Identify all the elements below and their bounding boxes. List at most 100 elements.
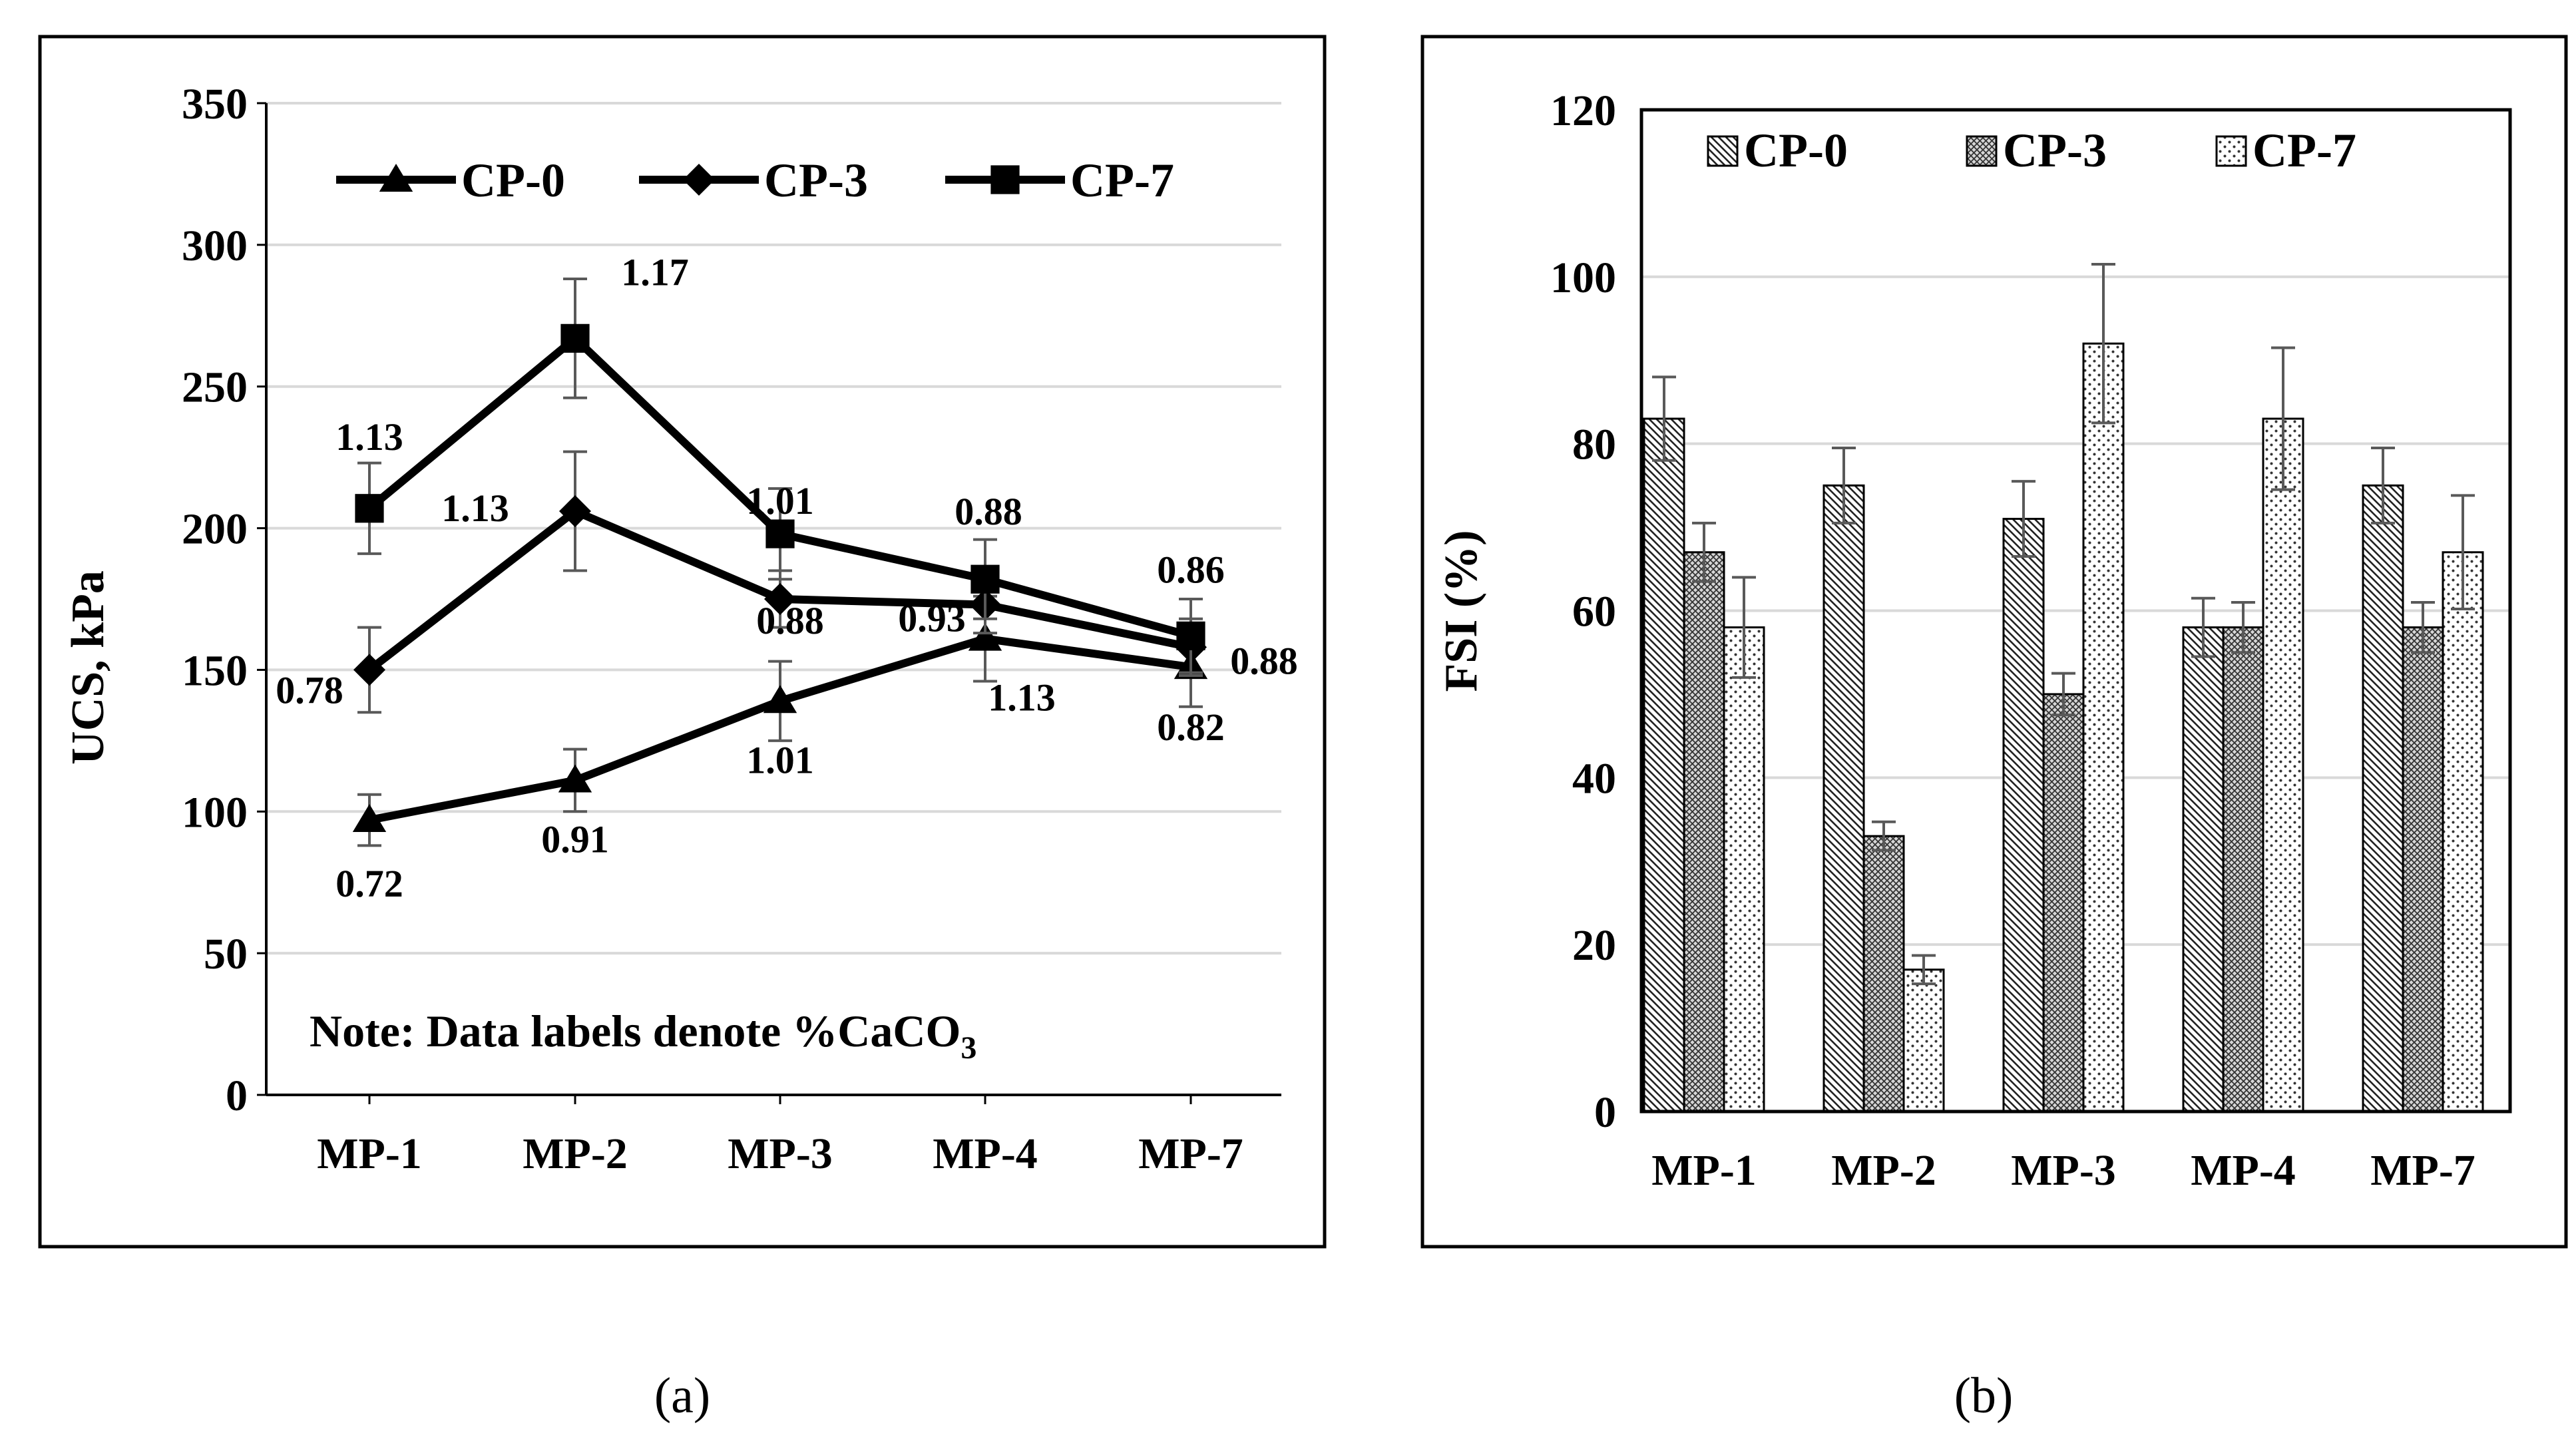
b-legend-item-cp-7: CP-7 [2215, 124, 2356, 177]
b-y-tick-label: 120 [1550, 87, 1616, 135]
panel-a-gridlines [266, 102, 1281, 955]
b-bar-cp-7 [1902, 968, 1945, 1113]
a-data-label-cp-7: 1.13 [335, 415, 403, 459]
b-series-cp-3 [1683, 521, 2444, 1113]
a-data-label-cp-0: 1.01 [746, 738, 814, 781]
a-x-tick-label: MP-1 [317, 1130, 422, 1178]
a-data-label-cp-7: 1.01 [746, 479, 814, 522]
a-point-cp-3 [764, 583, 796, 615]
a-y-tick-label: 50 [204, 930, 248, 978]
a-x-tick-label: MP-2 [523, 1130, 628, 1178]
panel-a-ucs-chart: 0 50 100 150 200 250 300 350 MP-1 MP-2 MP-3 MP-4 MP-… [38, 35, 1327, 1424]
b-x-tick-label: MP-1 [1651, 1146, 1757, 1195]
panel-b-y-axis-title: FSI (%) [1436, 530, 1487, 692]
a-legend-marker [683, 164, 715, 196]
a-data-label-cp-3: 0.78 [276, 668, 343, 712]
a-point-cp-7 [1176, 621, 1205, 650]
b-series-cp-7 [1723, 263, 2484, 1113]
panel-a-y-axis-title: UCS, kPa [63, 570, 114, 765]
panel-b-bars [1643, 263, 2484, 1113]
a-data-label-cp-7: 0.88 [955, 490, 1022, 533]
a-point-cp-0 [558, 764, 592, 793]
a-data-label-cp-0: 0.72 [335, 862, 403, 905]
b-bar-cp-7 [2082, 342, 2125, 1113]
note-subscript: 3 [961, 1030, 976, 1066]
b-legend-swatch [1707, 135, 1739, 167]
b-x-tick-label: MP-3 [2011, 1146, 2116, 1195]
a-data-label-cp-0: 0.91 [541, 817, 609, 861]
b-bar-cp-3 [2402, 626, 2444, 1113]
b-legend-swatch [1966, 135, 1998, 167]
a-legend-label: CP-3 [764, 154, 868, 207]
a-point-cp-7 [560, 323, 590, 353]
b-legend-label: CP-3 [2003, 124, 2107, 177]
panel-a-data-labels: 0.72 0.91 1.01 1.13 0.82 0.78 1.13 0.88 0.93 0.88… [276, 250, 1298, 905]
b-legend-item-cp-0: CP-0 [1707, 124, 1848, 177]
b-plot-border [1639, 108, 2512, 1114]
b-bar-cp-0 [1823, 484, 1865, 1113]
a-legend-label: CP-7 [1070, 154, 1174, 207]
a-x-tick-label: MP-7 [1138, 1130, 1243, 1178]
b-bar-cp-3 [2042, 693, 2085, 1113]
b-bar-cp-0 [2362, 484, 2404, 1113]
a-data-label-cp-3: 0.88 [1230, 639, 1298, 682]
a-point-cp-7 [765, 519, 795, 548]
a-y-tick-label: 300 [182, 222, 248, 270]
b-bar-cp-3 [1862, 835, 1905, 1113]
b-x-tick-label: MP-2 [1831, 1146, 1936, 1195]
a-point-cp-3 [559, 495, 591, 528]
panel-b-caption: (b) [1954, 1368, 2014, 1424]
a-point-cp-0 [352, 804, 387, 833]
b-bar-cp-3 [2222, 626, 2264, 1113]
b-bar-cp-3 [1683, 551, 1725, 1113]
b-y-tick-label: 40 [1572, 754, 1616, 803]
a-y-tick-label: 250 [182, 363, 248, 412]
panel-b-frame [1420, 35, 2568, 1249]
b-bar-cp-0 [2002, 518, 2045, 1113]
a-legend-marker [990, 165, 1020, 194]
b-legend-label: CP-0 [1744, 124, 1848, 177]
b-y-tick-label: 0 [1594, 1088, 1616, 1137]
a-y-tick-label: 100 [182, 788, 248, 837]
a-y-tick-label: 200 [182, 505, 248, 554]
a-data-label-cp-3: 1.13 [441, 487, 509, 530]
panel-b-fsi-chart: 0 20 40 60 80 100 120 MP-1 MP-2 MP-3 MP-4 MP-7 FSI … [1420, 35, 2568, 1424]
b-bar-cp-7 [2442, 551, 2484, 1113]
a-point-cp-0 [763, 685, 797, 714]
panel-a-frame [38, 35, 1327, 1249]
a-legend-item-cp-7: CP-7 [945, 154, 1174, 207]
a-x-tick-label: MP-4 [933, 1130, 1038, 1178]
panel-b-axes: 0 20 40 60 80 100 120 MP-1 MP-2 MP-3 MP-4 MP-7 [1550, 87, 2512, 1195]
b-x-tick-label: MP-7 [2370, 1146, 2475, 1195]
b-y-tick-label: 60 [1572, 588, 1616, 636]
panel-a-caption: (a) [654, 1368, 710, 1424]
panel-a-axes: 0 50 100 150 200 250 300 350 MP-1 MP-2 MP-3 MP-4 MP-… [182, 80, 1281, 1178]
a-legend-item-cp-3: CP-3 [639, 154, 868, 207]
b-bar-cp-7 [1723, 626, 1765, 1113]
a-point-cp-3 [353, 654, 385, 686]
a-y-tick-label: 350 [182, 80, 248, 128]
a-point-cp-7 [970, 564, 1000, 594]
panel-a-series [352, 277, 1208, 847]
b-legend-item-cp-3: CP-3 [1966, 124, 2107, 177]
b-y-tick-label: 20 [1572, 921, 1616, 970]
b-bar-cp-7 [2262, 417, 2304, 1113]
a-data-label-cp-0: 0.82 [1157, 706, 1225, 749]
a-point-cp-0 [968, 622, 1002, 651]
a-data-label-cp-3: 0.93 [898, 597, 966, 640]
note-text: Note: Data labels denote %CaCO [310, 1006, 961, 1056]
a-y-tick-label: 0 [226, 1072, 248, 1120]
a-point-cp-7 [355, 494, 384, 523]
panel-a-legend: CP-0 CP-3 CP-7 [336, 154, 1174, 207]
panel-b-legend: CP-0 CP-3 CP-7 [1707, 124, 2356, 177]
a-data-label-cp-3: 0.88 [756, 599, 824, 642]
a-legend-item-cp-0: CP-0 [336, 154, 565, 207]
b-y-tick-label: 100 [1550, 254, 1616, 302]
a-data-label-cp-0: 1.13 [988, 676, 1056, 720]
b-x-tick-label: MP-4 [2191, 1146, 2296, 1195]
a-x-tick-label: MP-3 [728, 1130, 833, 1178]
a-data-label-cp-7: 1.17 [621, 250, 689, 294]
b-bar-cp-0 [2182, 626, 2225, 1113]
b-legend-swatch [2215, 135, 2247, 167]
